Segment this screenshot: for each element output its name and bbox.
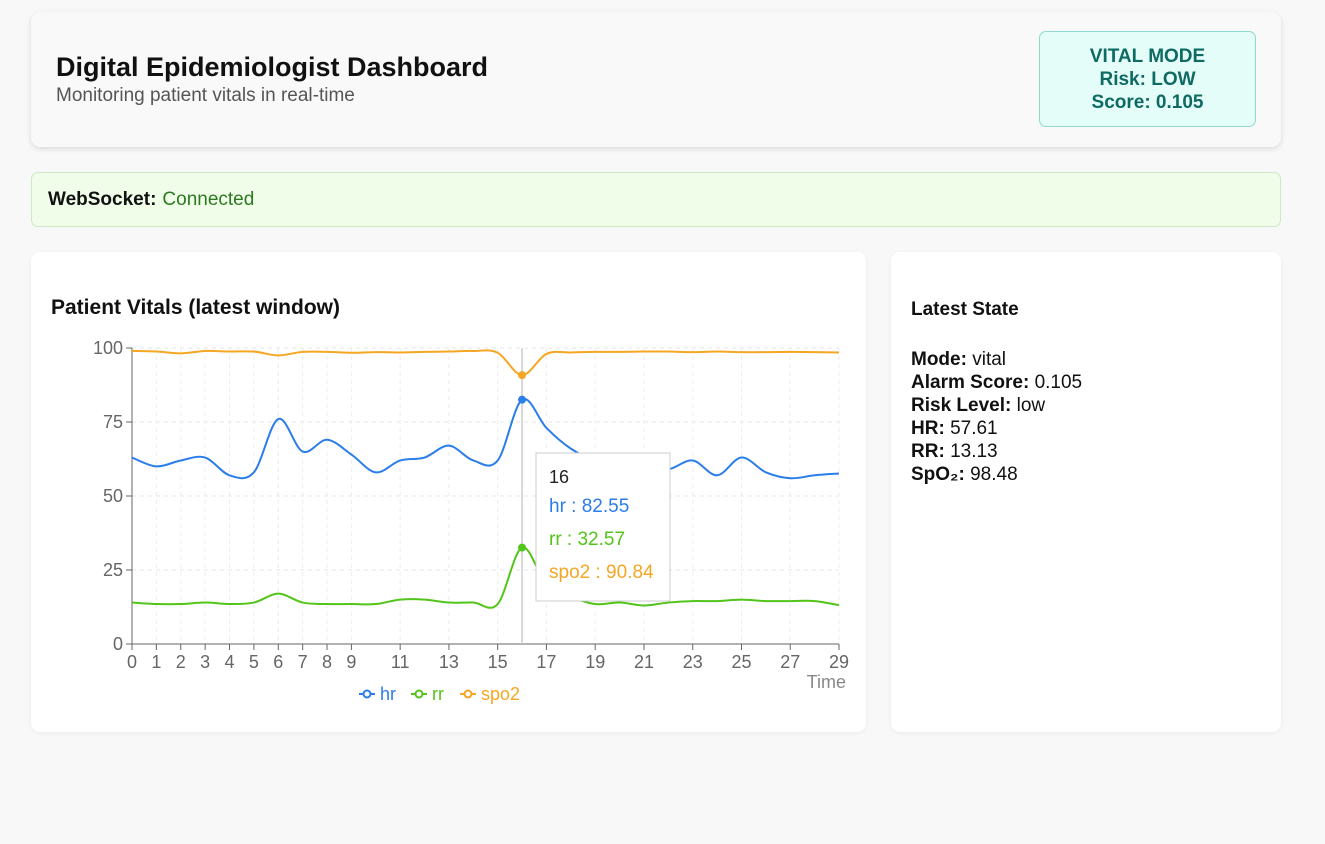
page-title: Digital Epidemiologist Dashboard — [56, 52, 489, 82]
legend-label-hr: hr — [380, 684, 396, 704]
state-value: vital — [972, 349, 1007, 370]
tooltip-entry-spo2: spo2 : 90.84 — [549, 562, 654, 583]
state-value: low — [1016, 395, 1046, 416]
state-value: 0.105 — [1034, 372, 1083, 393]
x-tick-label: 11 — [391, 652, 410, 672]
state-label: HR: — [911, 418, 945, 439]
websocket-label: WebSocket: — [48, 188, 157, 210]
mode-status-badge: VITAL MODE Risk: LOW Score: 0.105 — [1039, 31, 1256, 127]
state-label: Risk Level: — [911, 395, 1012, 416]
legend-swatch-marker-hr — [362, 689, 372, 699]
vitals-chart-card: Patient Vitals (latest window) 0 25 50 75 10… — [31, 252, 866, 732]
chart-title: Patient Vitals (latest window) — [51, 296, 340, 319]
state-row-hr: HR: 57.61 — [911, 417, 1082, 440]
state-label: Mode: — [911, 349, 967, 370]
x-tick-label: 17 — [536, 652, 556, 672]
x-tick-label: 7 — [298, 652, 308, 672]
y-tick-label: 0 — [113, 634, 123, 654]
x-tick-label: 21 — [634, 652, 654, 672]
series-line-hr — [131, 397, 840, 480]
x-tick-label: 8 — [322, 652, 332, 672]
x-tick-label: 25 — [731, 652, 751, 672]
state-label: Alarm Score: — [911, 372, 1030, 393]
x-tick-label: 27 — [780, 652, 800, 672]
state-title: Latest State — [911, 299, 1019, 320]
legend-swatch-marker-spo2 — [463, 689, 473, 699]
x-axis-label: Time — [807, 672, 846, 692]
state-row-mode: Mode: vital — [911, 348, 1082, 371]
active-point-spo2 — [518, 371, 527, 380]
active-point-rr — [518, 543, 527, 552]
legend-label-rr: rr — [432, 684, 444, 704]
x-tick-label: 5 — [249, 652, 259, 672]
state-row-alarm-score: Alarm Score: 0.105 — [911, 371, 1082, 394]
x-tick-label: 1 — [151, 652, 161, 672]
x-tick-label: 6 — [273, 652, 283, 672]
legend-label-spo2: spo2 — [481, 684, 520, 704]
x-tick-label: 13 — [439, 652, 459, 672]
active-point-hr — [518, 395, 527, 404]
header-card: Digital Epidemiologist Dashboard Monitor… — [31, 12, 1281, 147]
tooltip-title: 16 — [549, 467, 569, 487]
y-tick-label: 50 — [103, 486, 123, 506]
websocket-status-bar: WebSocket: Connected — [31, 172, 1281, 227]
state-label: RR: — [911, 441, 945, 462]
tooltip-entry-hr: hr : 82.55 — [549, 496, 629, 517]
state-value: 57.61 — [950, 418, 998, 439]
x-tick-label: 3 — [200, 652, 210, 672]
state-value: 98.48 — [970, 464, 1018, 485]
y-tick-label: 75 — [103, 412, 123, 432]
latest-state-card: Latest State Mode: vital Alarm Score: 0.… — [891, 252, 1281, 732]
x-tick-label: 23 — [683, 652, 703, 672]
state-row-rr: RR: 13.13 — [911, 440, 1082, 463]
page-subtitle: Monitoring patient vitals in real-time — [56, 85, 355, 106]
state-row-spo2: SpO₂: 98.48 — [911, 463, 1082, 486]
legend-swatch-marker-rr — [414, 689, 424, 699]
series-line-spo2 — [131, 349, 840, 377]
score-label: Score: 0.105 — [1091, 91, 1204, 113]
y-tick-label: 100 — [93, 338, 123, 358]
tooltip-box — [535, 452, 671, 602]
x-tick-label: 15 — [488, 652, 508, 672]
x-tick-label: 29 — [829, 652, 849, 672]
websocket-status: Connected — [162, 188, 255, 210]
tooltip-entry-rr: rr : 32.57 — [549, 529, 625, 550]
x-tick-label: 2 — [176, 652, 186, 672]
x-tick-label: 0 — [127, 652, 137, 672]
x-tick-label: 4 — [225, 652, 235, 672]
state-row-risk-level: Risk Level: low — [911, 394, 1082, 417]
mode-label: VITAL MODE — [1089, 45, 1206, 67]
series-line-rr — [131, 546, 840, 609]
x-tick-label: 19 — [585, 652, 605, 672]
y-tick-label: 25 — [103, 560, 123, 580]
risk-label: Risk: LOW — [1099, 68, 1196, 90]
state-value: 13.13 — [950, 441, 998, 462]
x-tick-label: 9 — [346, 652, 356, 672]
state-label: SpO₂: — [911, 464, 965, 485]
state-list: Mode: vital Alarm Score: 0.105 Risk Leve… — [911, 348, 1082, 486]
